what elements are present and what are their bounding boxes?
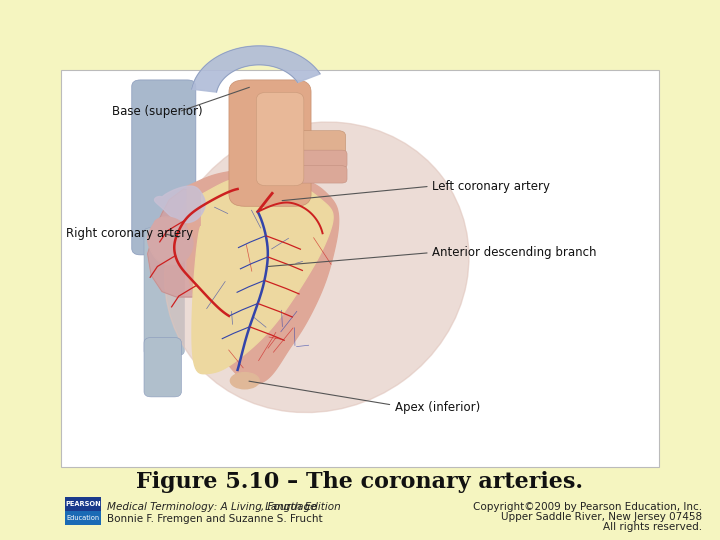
FancyBboxPatch shape xyxy=(229,80,311,206)
Ellipse shape xyxy=(230,373,259,389)
Polygon shape xyxy=(148,217,193,265)
Polygon shape xyxy=(148,189,223,297)
Ellipse shape xyxy=(165,122,469,413)
Text: Copyright©2009 by Pearson Education, Inc.: Copyright©2009 by Pearson Education, Inc… xyxy=(473,502,702,511)
Polygon shape xyxy=(187,170,338,384)
FancyBboxPatch shape xyxy=(144,338,181,397)
Polygon shape xyxy=(192,46,320,92)
FancyBboxPatch shape xyxy=(274,131,346,157)
FancyBboxPatch shape xyxy=(256,92,304,186)
Text: Education: Education xyxy=(66,515,99,521)
Text: Right coronary artery: Right coronary artery xyxy=(66,227,194,240)
FancyBboxPatch shape xyxy=(61,70,659,467)
Text: , Fourth Edition: , Fourth Edition xyxy=(261,502,341,511)
Text: Base (superior): Base (superior) xyxy=(112,105,202,118)
FancyBboxPatch shape xyxy=(65,511,101,525)
Polygon shape xyxy=(155,186,205,222)
FancyBboxPatch shape xyxy=(297,166,347,183)
FancyBboxPatch shape xyxy=(144,228,184,355)
FancyBboxPatch shape xyxy=(297,150,347,168)
Text: PEARSON: PEARSON xyxy=(65,501,101,507)
Text: Left coronary artery: Left coronary artery xyxy=(432,180,550,193)
Text: Anterior descending branch: Anterior descending branch xyxy=(432,246,596,259)
FancyBboxPatch shape xyxy=(65,497,101,511)
Text: All rights reserved.: All rights reserved. xyxy=(603,522,702,532)
Polygon shape xyxy=(192,177,333,374)
Text: Medical Terminology: A Living Language: Medical Terminology: A Living Language xyxy=(107,502,316,511)
FancyBboxPatch shape xyxy=(132,80,196,255)
Text: Bonnie F. Fremgen and Suzanne S. Frucht: Bonnie F. Fremgen and Suzanne S. Frucht xyxy=(107,515,322,524)
Text: Apex (inferior): Apex (inferior) xyxy=(395,401,480,414)
Text: Upper Saddle River, New Jersey 07458: Upper Saddle River, New Jersey 07458 xyxy=(501,512,702,522)
Text: Figure 5.10 – The coronary arteries.: Figure 5.10 – The coronary arteries. xyxy=(137,471,583,492)
